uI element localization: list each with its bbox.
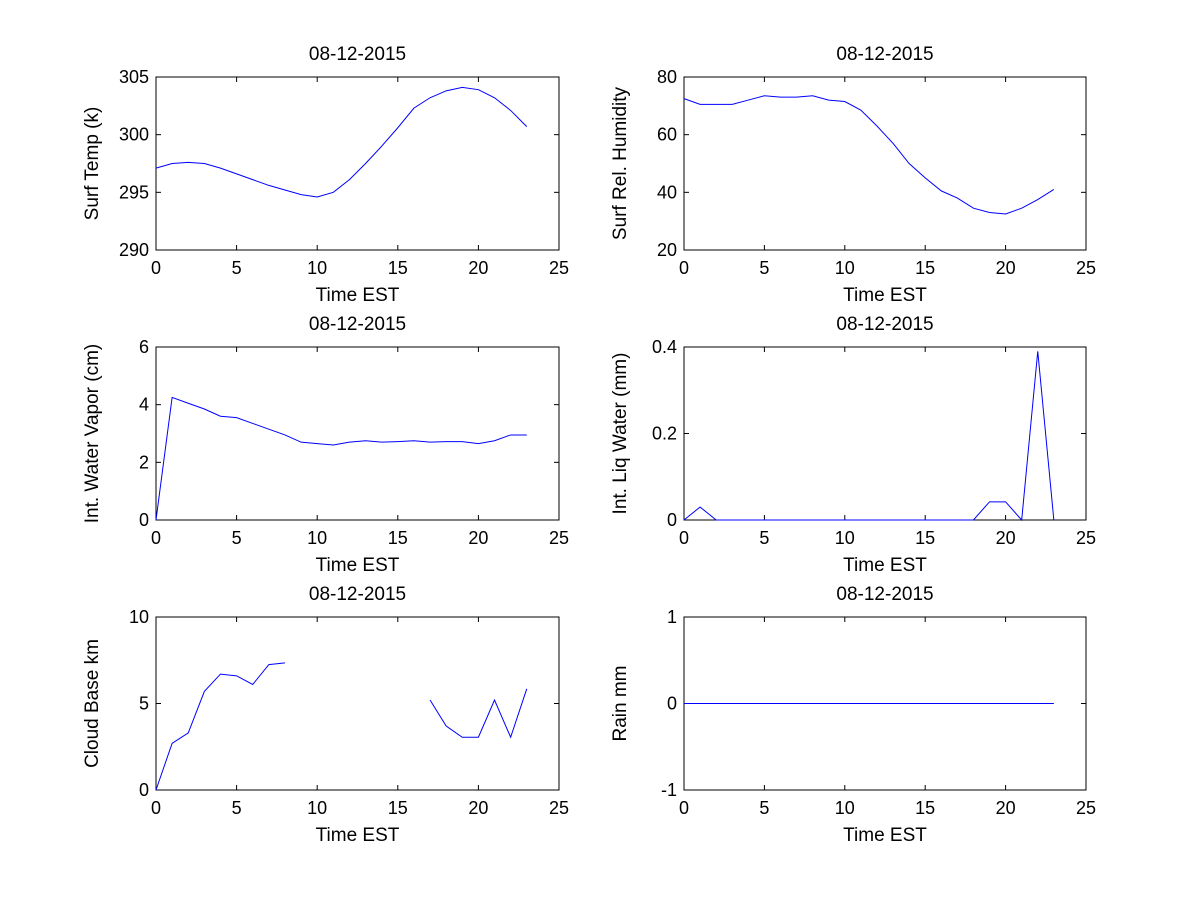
y-tick-label: 1 <box>667 607 677 627</box>
y-tick-label: 0 <box>667 510 677 530</box>
series-line-1-segment-1 <box>155 86 528 198</box>
x-tick-label: 25 <box>549 798 569 818</box>
series-line-1-segment-1 <box>155 396 527 521</box>
y-tick-label: 0.2 <box>652 424 677 444</box>
x-tick-label: 15 <box>915 528 935 548</box>
y-tick-label: 5 <box>139 694 149 714</box>
x-tick-label: 15 <box>388 258 408 278</box>
axes-box <box>155 76 560 251</box>
y-axis-label: Surf Rel. Humidity <box>610 86 631 240</box>
y-tick-label: 0 <box>139 780 149 800</box>
chart-title: 08-12-2015 <box>309 584 406 605</box>
x-tick-label: 25 <box>1076 528 1096 548</box>
x-tick-label: 0 <box>151 258 161 278</box>
axes-box <box>683 346 1087 521</box>
x-tick-label: 25 <box>1076 258 1096 278</box>
x-tick-label: 20 <box>468 258 488 278</box>
x-tick-label: 10 <box>835 798 855 818</box>
x-tick-label: 15 <box>915 798 935 818</box>
y-tick-label: 0 <box>667 694 677 714</box>
axes-box <box>155 346 560 521</box>
y-tick-label: 40 <box>657 182 677 202</box>
x-axis-label: Time EST <box>316 555 400 576</box>
chart-title: 08-12-2015 <box>309 44 406 65</box>
y-tick-label: 290 <box>119 240 149 260</box>
chart-title: 08-12-2015 <box>836 314 933 335</box>
x-tick-label: 0 <box>679 798 689 818</box>
y-tick-label: 6 <box>139 337 149 357</box>
x-axis-label: Time EST <box>843 825 927 846</box>
y-tick-label: 10 <box>129 607 149 627</box>
x-tick-label: 0 <box>679 528 689 548</box>
x-tick-label: 0 <box>679 258 689 278</box>
x-axis-label: Time EST <box>316 825 400 846</box>
x-tick-label: 20 <box>468 528 488 548</box>
y-tick-label: 295 <box>119 182 149 202</box>
y-tick-label: -1 <box>661 780 677 800</box>
chart-title: 08-12-2015 <box>309 314 406 335</box>
series-line-1-segment-1 <box>683 351 1055 522</box>
x-tick-label: 20 <box>996 528 1016 548</box>
x-tick-label: 25 <box>549 528 569 548</box>
y-axis-label: Surf Temp (k) <box>82 107 103 221</box>
series-line-1-segment-1 <box>683 95 1055 215</box>
series-line-1-segment-1 <box>155 662 286 791</box>
x-axis-label: Time EST <box>316 285 400 306</box>
x-tick-label: 15 <box>915 258 935 278</box>
y-axis-label: Cloud Base km <box>82 639 103 768</box>
y-tick-label: 305 <box>119 67 149 87</box>
y-tick-label: 0 <box>139 510 149 530</box>
x-tick-label: 5 <box>232 258 242 278</box>
x-tick-label: 10 <box>835 528 855 548</box>
x-tick-label: 10 <box>307 528 327 548</box>
y-tick-label: 4 <box>139 395 149 415</box>
x-tick-label: 5 <box>232 528 242 548</box>
axes-box <box>155 616 560 791</box>
x-tick-label: 0 <box>151 798 161 818</box>
y-tick-label: 0.4 <box>652 337 677 357</box>
x-tick-label: 5 <box>759 258 769 278</box>
panel-4: 0 5 10 15 20 25 0 0.2 0.4 08-12-2015 Time EST Int. … <box>610 314 1096 576</box>
axes-box <box>683 76 1087 251</box>
x-tick-label: 5 <box>232 798 242 818</box>
panel-2: 0 5 10 15 20 25 20 40 60 80 08-12-2015 Time EST Surf… <box>610 44 1096 306</box>
y-tick-label: 60 <box>657 125 677 145</box>
x-tick-label: 25 <box>549 258 569 278</box>
y-tick-label: 20 <box>657 240 677 260</box>
x-tick-label: 20 <box>996 798 1016 818</box>
y-axis-label: Int. Water Vapor (cm) <box>82 344 103 523</box>
x-tick-label: 10 <box>307 798 327 818</box>
y-tick-label: 80 <box>657 67 677 87</box>
x-axis-label: Time EST <box>843 285 927 306</box>
x-tick-label: 10 <box>835 258 855 278</box>
x-axis-label: Time EST <box>843 555 927 576</box>
x-tick-label: 15 <box>388 798 408 818</box>
panel-1: 0 5 10 15 20 25 290 295 300 305 08-12-2015 Time EST… <box>82 44 569 306</box>
x-tick-label: 20 <box>468 798 488 818</box>
panel-5: 0 5 10 15 20 25 0 5 10 08-12-2015 Time EST Cloud Ba… <box>82 584 569 846</box>
x-tick-label: 10 <box>307 258 327 278</box>
x-tick-label: 25 <box>1076 798 1096 818</box>
panel-3: 0 5 10 15 20 25 0 2 4 6 08-12-2015 Time EST Int. Wat… <box>82 314 569 576</box>
y-tick-label: 300 <box>119 125 149 145</box>
x-tick-label: 0 <box>151 528 161 548</box>
x-tick-label: 20 <box>996 258 1016 278</box>
y-axis-label: Int. Liq Water (mm) <box>610 353 631 515</box>
chart-title: 08-12-2015 <box>836 584 933 605</box>
x-tick-label: 5 <box>759 798 769 818</box>
y-axis-label: Rain mm <box>610 665 631 741</box>
x-tick-label: 5 <box>759 528 769 548</box>
y-tick-label: 2 <box>139 452 149 472</box>
x-tick-label: 15 <box>388 528 408 548</box>
series-line-1-segment-2 <box>429 688 528 739</box>
chart-title: 08-12-2015 <box>836 44 933 65</box>
